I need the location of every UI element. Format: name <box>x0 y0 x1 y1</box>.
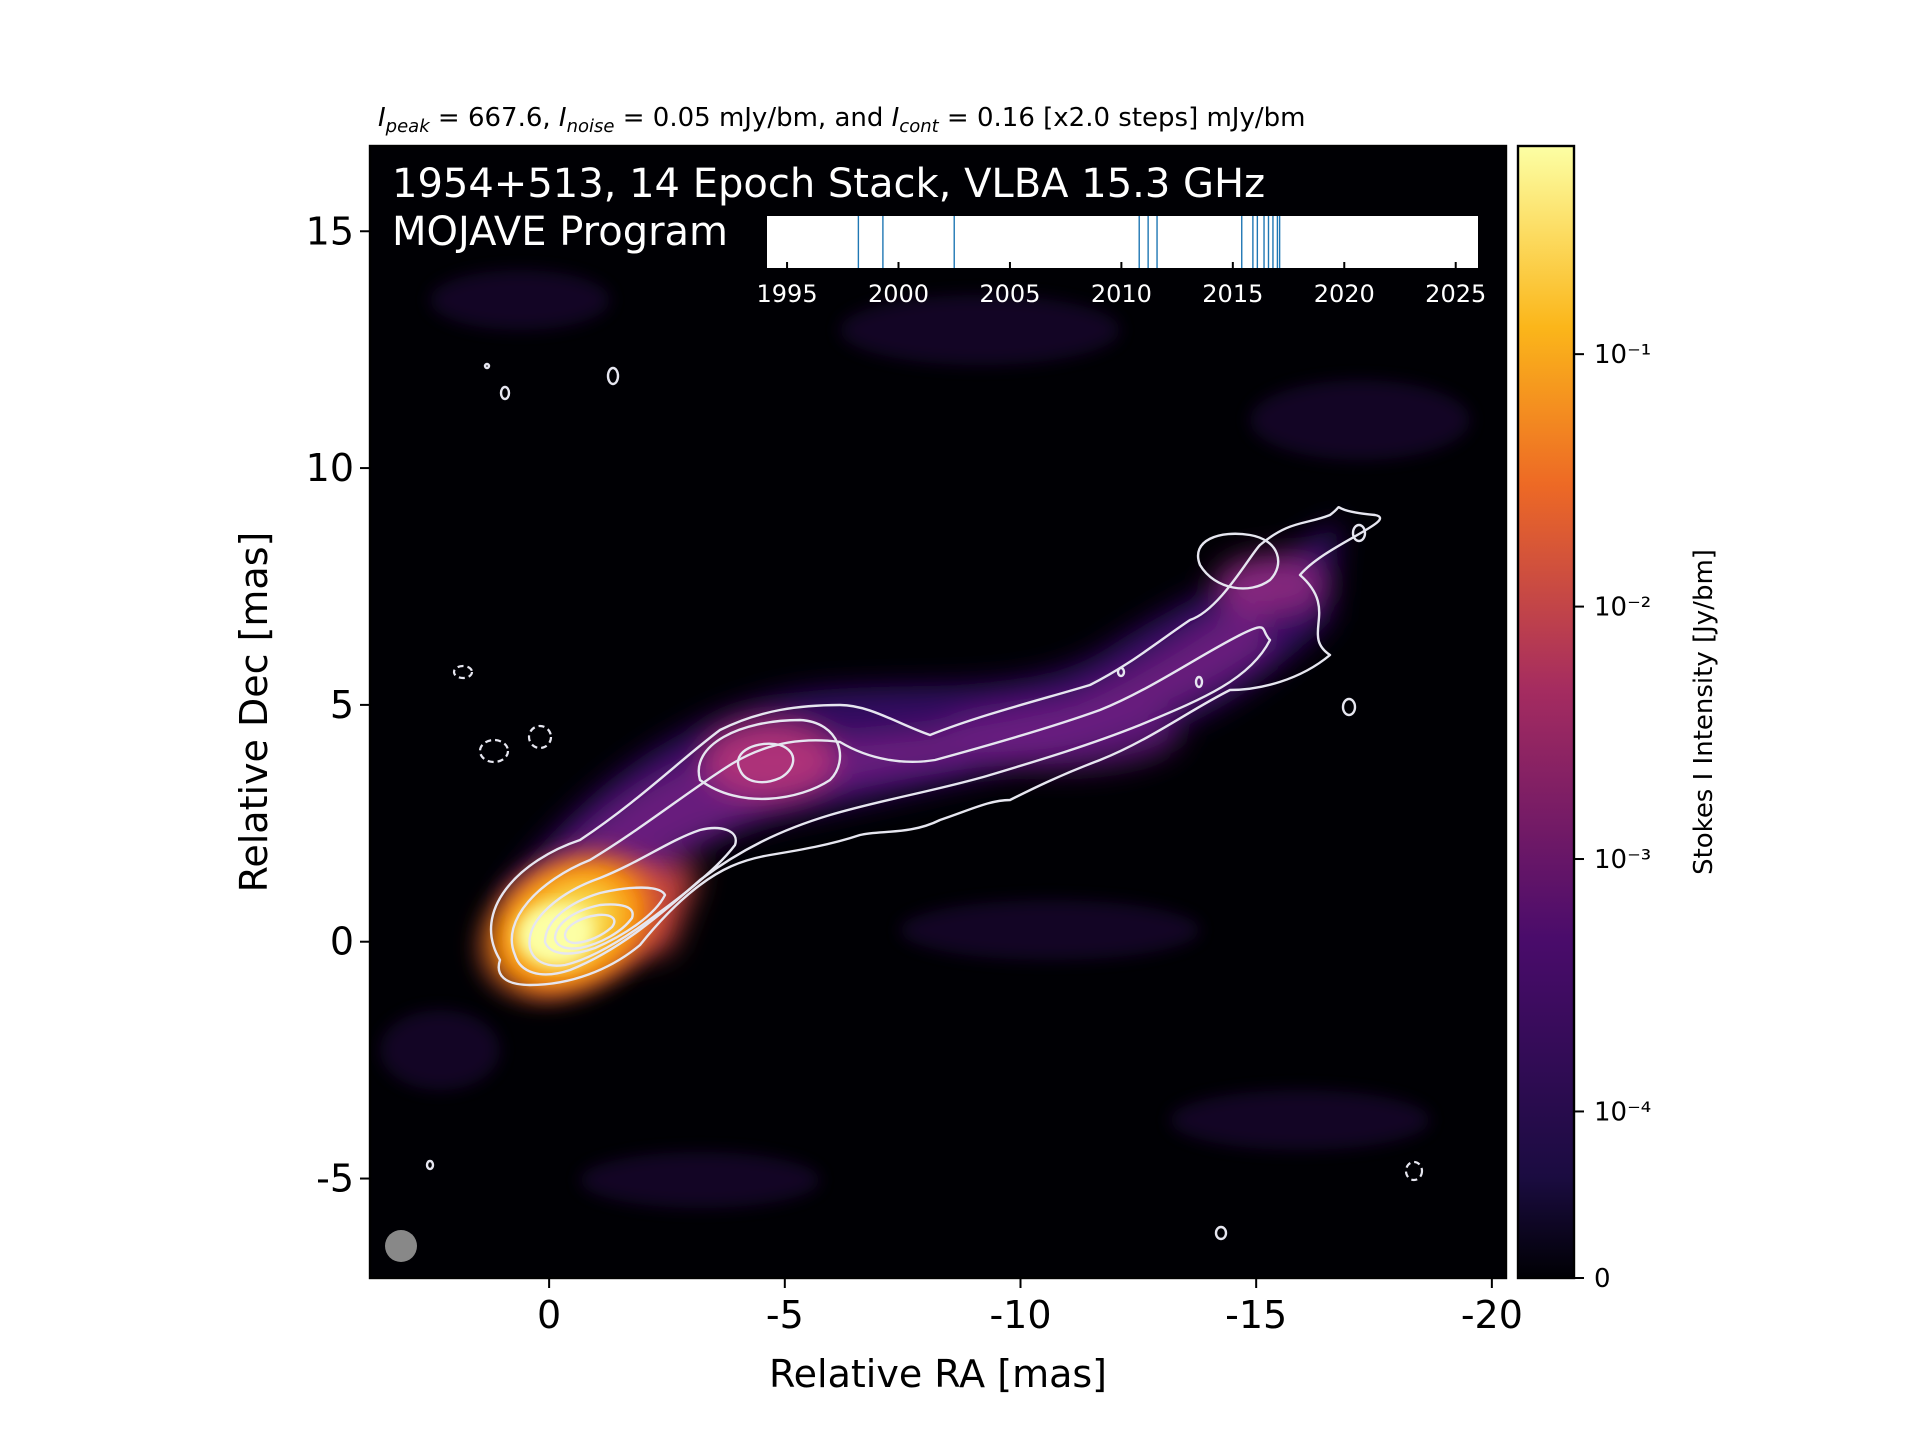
epoch-lines <box>857 216 1281 268</box>
epoch-tick-label: 2005 <box>979 280 1040 308</box>
plot-frame <box>368 144 1508 1280</box>
y-tick-label: -5 <box>316 1157 354 1201</box>
epoch-tick-label: 2025 <box>1425 280 1486 308</box>
y-tick-label: 10 <box>306 446 354 490</box>
x-axis-label: Relative RA [mas] <box>769 1352 1107 1396</box>
epoch-ticks: 1995 2000 2005 2010 2015 2020 2025 <box>757 262 1486 308</box>
negative-contours <box>452 664 1424 1182</box>
epoch-timeline: 1995 2000 2005 2010 2015 2020 2025 <box>757 216 1486 308</box>
colorbar-tick-label: 10⁻⁴ <box>1594 1097 1651 1127</box>
colorbar: 0 10⁻⁴ 10⁻³ 10⁻² 10⁻¹ Stokes I Intensity [Jy… <box>1516 144 1719 1294</box>
colorbar-label: Stokes I Intensity [Jy/bm] <box>1689 549 1719 875</box>
beam-ellipse <box>385 1230 417 1262</box>
chart-subtitle: Ipeak = 667.6, Inoise = 0.05 mJy/bm, and… <box>378 103 1305 137</box>
y-tick-label: 15 <box>306 209 354 253</box>
x-tick-label: -5 <box>766 1293 804 1337</box>
epoch-timeline-box <box>767 216 1478 268</box>
colorbar-tick-label: 10⁻² <box>1594 593 1651 623</box>
chart-title-line2: MOJAVE Program <box>392 209 728 255</box>
y-axis: -5 0 5 10 15 <box>306 209 370 1201</box>
x-tick-label: -10 <box>989 1293 1051 1337</box>
colorbar-tick-label: 0 <box>1594 1264 1611 1294</box>
epoch-tick-label: 2015 <box>1202 280 1263 308</box>
epoch-tick-label: 2020 <box>1314 280 1375 308</box>
epoch-tick-label: 1995 <box>757 280 818 308</box>
colorbar-tick-label: 10⁻¹ <box>1594 340 1651 370</box>
x-axis: 0 -5 -10 -15 -20 <box>537 1278 1523 1337</box>
x-tick-label: -20 <box>1461 1293 1523 1337</box>
colorbar-gradient <box>1518 146 1574 1278</box>
colorbar-frame <box>1516 144 1576 1280</box>
intensity-contours <box>425 362 1382 1241</box>
y-tick-label: 5 <box>330 683 354 727</box>
colorbar-ticks: 0 10⁻⁴ 10⁻³ 10⁻² 10⁻¹ <box>1574 340 1651 1294</box>
epoch-tick-label: 2010 <box>1091 280 1152 308</box>
chart-title-line1: 1954+513, 14 Epoch Stack, VLBA 15.3 GHz <box>392 161 1265 207</box>
epoch-tick-label: 2000 <box>868 280 929 308</box>
x-tick-label: 0 <box>537 1293 561 1337</box>
y-tick-label: 0 <box>330 920 354 964</box>
colorbar-tick-label: 10⁻³ <box>1594 845 1651 875</box>
background-noise <box>380 270 1470 1208</box>
x-tick-label: -15 <box>1225 1293 1287 1337</box>
plot-area <box>368 144 1508 1280</box>
y-axis-label: Relative Dec [mas] <box>232 532 276 893</box>
